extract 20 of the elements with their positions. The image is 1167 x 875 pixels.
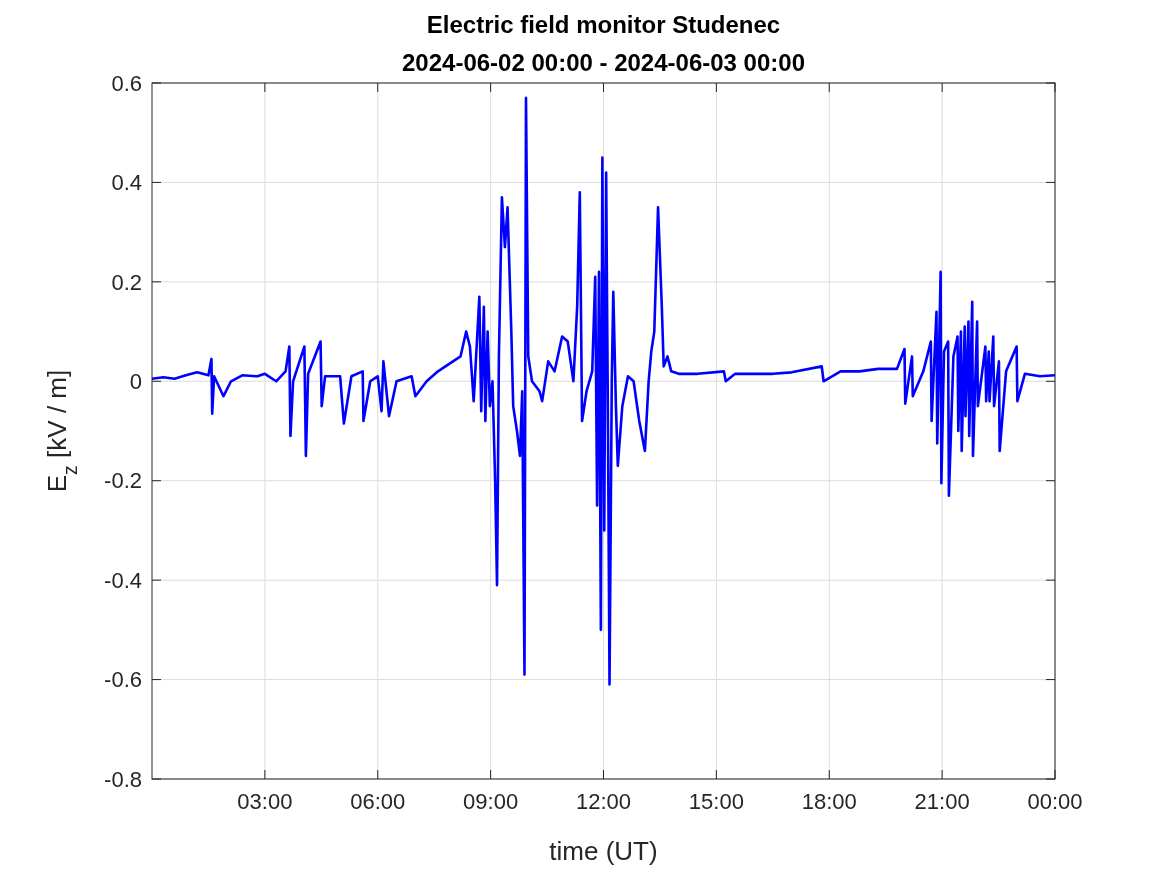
y-tick-label: 0.4 [111,170,142,196]
x-tick-label: 00:00 [1027,789,1083,814]
x-tick-label: 18:00 [801,789,857,814]
line-series [152,96,1055,686]
x-tick-label: 12:00 [575,789,632,814]
x-axis-title: time (UT) [549,836,658,866]
x-tick-label: 06:00 [350,789,406,814]
y-tick-label: 0 [129,368,142,394]
chart-subtitle: 2024-06-02 00:00 - 2024-06-03 00:00 [402,49,805,76]
y-tick-label: 0.6 [111,70,142,96]
y-tick-label: -0.6 [104,667,142,693]
y-tick-label: -0.2 [104,468,142,494]
x-tick-label: 03:00 [237,789,293,814]
y-tick-label: -0.4 [104,567,142,593]
x-tick-label: 21:00 [914,789,970,814]
x-tick-label: 09:00 [463,789,519,814]
chart-title: Electric field monitor Studenec [426,11,781,38]
y-tick-label: 0.2 [111,269,142,295]
y-tick-label: -0.8 [104,766,142,792]
x-tick-label: 15:00 [688,789,744,814]
